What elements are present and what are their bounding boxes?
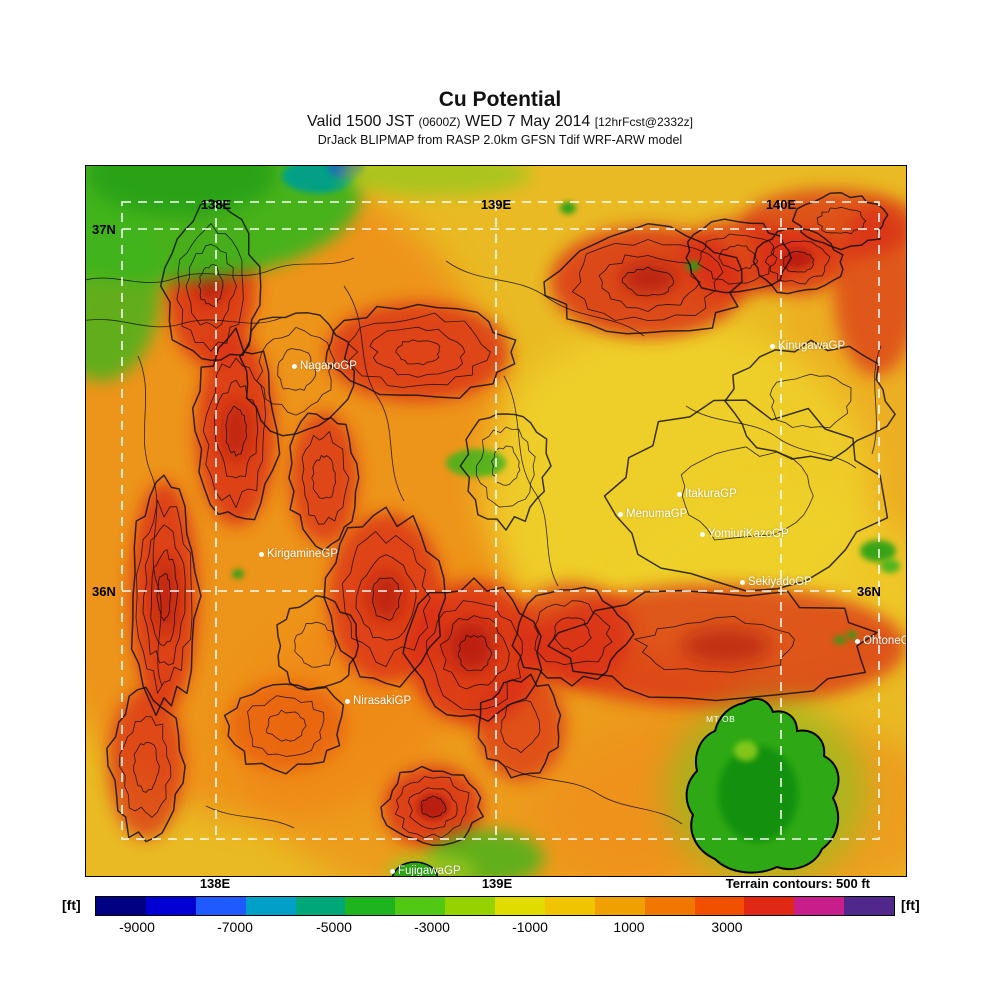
site-naganogp: NaganoGP — [292, 360, 357, 372]
colorbar-tick: -3000 — [414, 919, 450, 935]
title-block: Cu Potential Valid 1500 JST (0600Z) WED … — [0, 88, 1000, 147]
gridlabel-138e-top: 138E — [200, 197, 232, 212]
site-kinugawagp: KinugawaGP — [770, 340, 845, 352]
site-fujigawagp: FujigawaGP — [390, 865, 461, 877]
site-itakuragp: ItakuraGP — [677, 488, 737, 500]
site-label: NaganoGP — [300, 360, 357, 372]
valid-date: WED 7 May 2014 — [460, 113, 595, 130]
site-nirasakigp: NirasakiGP — [345, 695, 411, 707]
colorbar-segment — [445, 897, 495, 915]
colorbar-tick: -7000 — [217, 919, 253, 935]
valid-time-main: Valid 1500 JST — [306, 113, 419, 130]
colorbar-segment — [744, 897, 795, 915]
site-label: OhtoneGP — [863, 635, 906, 647]
site-label: FujigawaGP — [398, 865, 461, 877]
site-marker-icon — [855, 638, 860, 644]
colorbar-segment — [245, 897, 296, 915]
site-yomiurikazogp: YomiuriKazoGP — [700, 528, 789, 540]
gridlabel-138e-bottom: 138E — [199, 876, 231, 891]
site-sekiyadogp: SekiyadoGP — [740, 576, 812, 588]
site-marker-icon — [677, 491, 682, 497]
colorbar-tick: -1000 — [512, 919, 548, 935]
map-annotation: MT OB — [706, 714, 736, 724]
site-marker-icon — [345, 698, 350, 704]
gridlabel-139e-top: 139E — [480, 197, 512, 212]
site-label: KinugawaGP — [778, 340, 846, 352]
site-marker-icon — [700, 531, 705, 537]
colorbar-tick: 3000 — [711, 919, 743, 935]
colorbar-segment — [495, 897, 545, 915]
valid-time-line: Valid 1500 JST (0600Z) WED 7 May 2014 [1… — [0, 113, 1000, 131]
terrain-color-field — [86, 166, 906, 876]
colorbar-segment — [145, 897, 196, 915]
site-label: YomiuriKazoGP — [708, 528, 789, 540]
colorbar-tick: 1000 — [613, 919, 645, 935]
terrain-contours — [86, 191, 896, 847]
site-marker-icon — [770, 343, 775, 349]
colorbar-segment — [345, 897, 396, 915]
colorbar-swatches — [95, 896, 895, 916]
colorbar-segment — [96, 897, 146, 915]
gridlabel-36n-right: 36N — [857, 584, 881, 599]
gridlabel-140e-top: 140E — [765, 197, 797, 212]
site-marker-icon — [740, 579, 745, 585]
colorbar-tick: -9000 — [119, 919, 155, 935]
terrain-map-svg — [86, 166, 906, 876]
site-kirigaminegp: KirigamineGP — [259, 548, 338, 560]
site-marker-icon — [618, 511, 623, 517]
colorbar-segment — [794, 897, 845, 915]
latlon-grid — [121, 201, 880, 840]
colorbar-unit-right: [ft] — [901, 897, 920, 913]
gridlabel-36n-left: 36N — [92, 584, 116, 599]
colorbar-segment — [544, 897, 595, 915]
terrain-contours-note: Terrain contours: 500 ft — [725, 876, 870, 891]
colorbar-segment — [195, 897, 246, 915]
forecast-cycle: [12hrFcst@2332z] — [594, 115, 694, 129]
domain-boundary — [121, 201, 880, 840]
colorbar-segment — [644, 897, 695, 915]
gridlabel-139e-bottom: 139E — [481, 876, 513, 891]
site-label: KirigamineGP — [267, 548, 338, 560]
colorbar-segment — [694, 897, 745, 915]
site-marker-icon — [390, 868, 395, 874]
colorbar-segment — [594, 897, 645, 915]
model-line: DrJack BLIPMAP from RASP 2.0km GFSN Tdif… — [317, 133, 683, 147]
site-marker-icon — [292, 363, 297, 369]
map-area: 138E 139E 140E 37N 36N 36N NaganoGP Kinu… — [85, 165, 907, 877]
colorbar-segment — [295, 897, 346, 915]
colorbar-tick: -5000 — [316, 919, 352, 935]
site-marker-icon — [259, 551, 264, 557]
site-label: MenumaGP — [626, 508, 688, 520]
page-title: Cu Potential — [438, 88, 562, 111]
site-menumagp: MenumaGP — [618, 508, 687, 520]
colorbar-unit-left: [ft] — [62, 897, 81, 913]
colorbar-segment — [844, 897, 894, 915]
site-ohtonegp: OhtoneGP — [855, 635, 906, 647]
site-label: NirasakiGP — [353, 695, 412, 707]
colorbar-segment — [395, 897, 446, 915]
site-label: ItakuraGP — [685, 488, 737, 500]
gridlabel-37n-left: 37N — [92, 222, 116, 237]
valid-time-utc: (0600Z) — [418, 115, 461, 129]
site-label: SekiyadoGP — [748, 576, 812, 588]
